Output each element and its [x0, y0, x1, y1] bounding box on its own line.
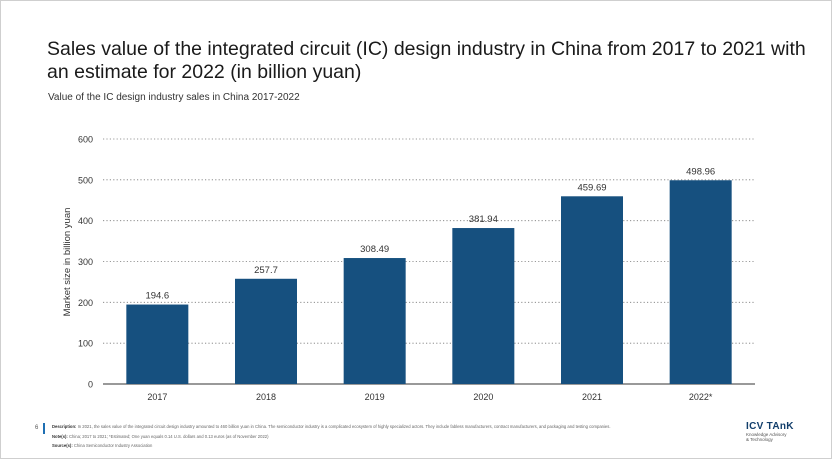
- bar: [235, 278, 297, 384]
- data-label: 459.69: [577, 182, 606, 193]
- page-number: 6: [35, 425, 39, 431]
- chart-title: Sales value of the integrated circuit (I…: [47, 38, 806, 83]
- y-tick-label: 300: [78, 257, 93, 267]
- page-accent-bar: [43, 423, 45, 434]
- y-tick-label: 500: [78, 175, 93, 185]
- logo-line1: Knowledge Advisory: [746, 432, 787, 437]
- y-tick-label: 600: [78, 135, 93, 145]
- data-label: 308.49: [360, 244, 389, 255]
- x-tick-label: 2020: [473, 392, 493, 402]
- data-label: 257.7: [254, 265, 278, 276]
- notes-text: China; 2017 to 2021; *Estimated; One yua…: [69, 434, 269, 439]
- y-tick-label: 100: [78, 339, 93, 349]
- footer-notes: Note(s): China; 2017 to 2021; *Estimated…: [52, 434, 269, 439]
- x-tick-label: 2022*: [689, 392, 713, 402]
- logo-line2: & Technology: [746, 437, 773, 442]
- description-text: In 2021, the sales value of the integrat…: [77, 424, 611, 429]
- x-tick-label: 2021: [582, 392, 602, 402]
- bar: [669, 180, 732, 384]
- footer-description: Description: In 2021, the sales value of…: [52, 424, 611, 429]
- chart-subtitle: Value of the IC design industry sales in…: [48, 92, 300, 103]
- description-label: Description:: [52, 424, 77, 429]
- data-label: 498.96: [686, 166, 715, 177]
- y-tick-label: 200: [78, 298, 93, 308]
- data-label: 194.6: [145, 291, 169, 302]
- bar: [343, 258, 406, 384]
- y-axis-label: Market size in billion yuan: [62, 208, 73, 317]
- bar: [561, 196, 623, 384]
- x-tick-label: 2018: [256, 392, 276, 402]
- footer-source: Source(s): China Semiconductor Industry …: [52, 443, 152, 448]
- y-tick-label: 0: [88, 380, 93, 390]
- source-label: Source(s):: [52, 443, 73, 448]
- source-text: China Semiconductor Industry Association: [73, 443, 153, 448]
- bar: [126, 304, 189, 384]
- y-tick-label: 400: [78, 216, 93, 226]
- bar: [452, 228, 515, 384]
- notes-label: Note(s):: [52, 434, 68, 439]
- x-tick-label: 2017: [147, 392, 167, 402]
- logo-name: ICV TAnK: [746, 421, 794, 432]
- data-label: 381.94: [469, 214, 498, 225]
- x-tick-label: 2019: [365, 392, 385, 402]
- icv-tank-logo: ICV TAnK Knowledge Advisory & Technology: [746, 421, 816, 442]
